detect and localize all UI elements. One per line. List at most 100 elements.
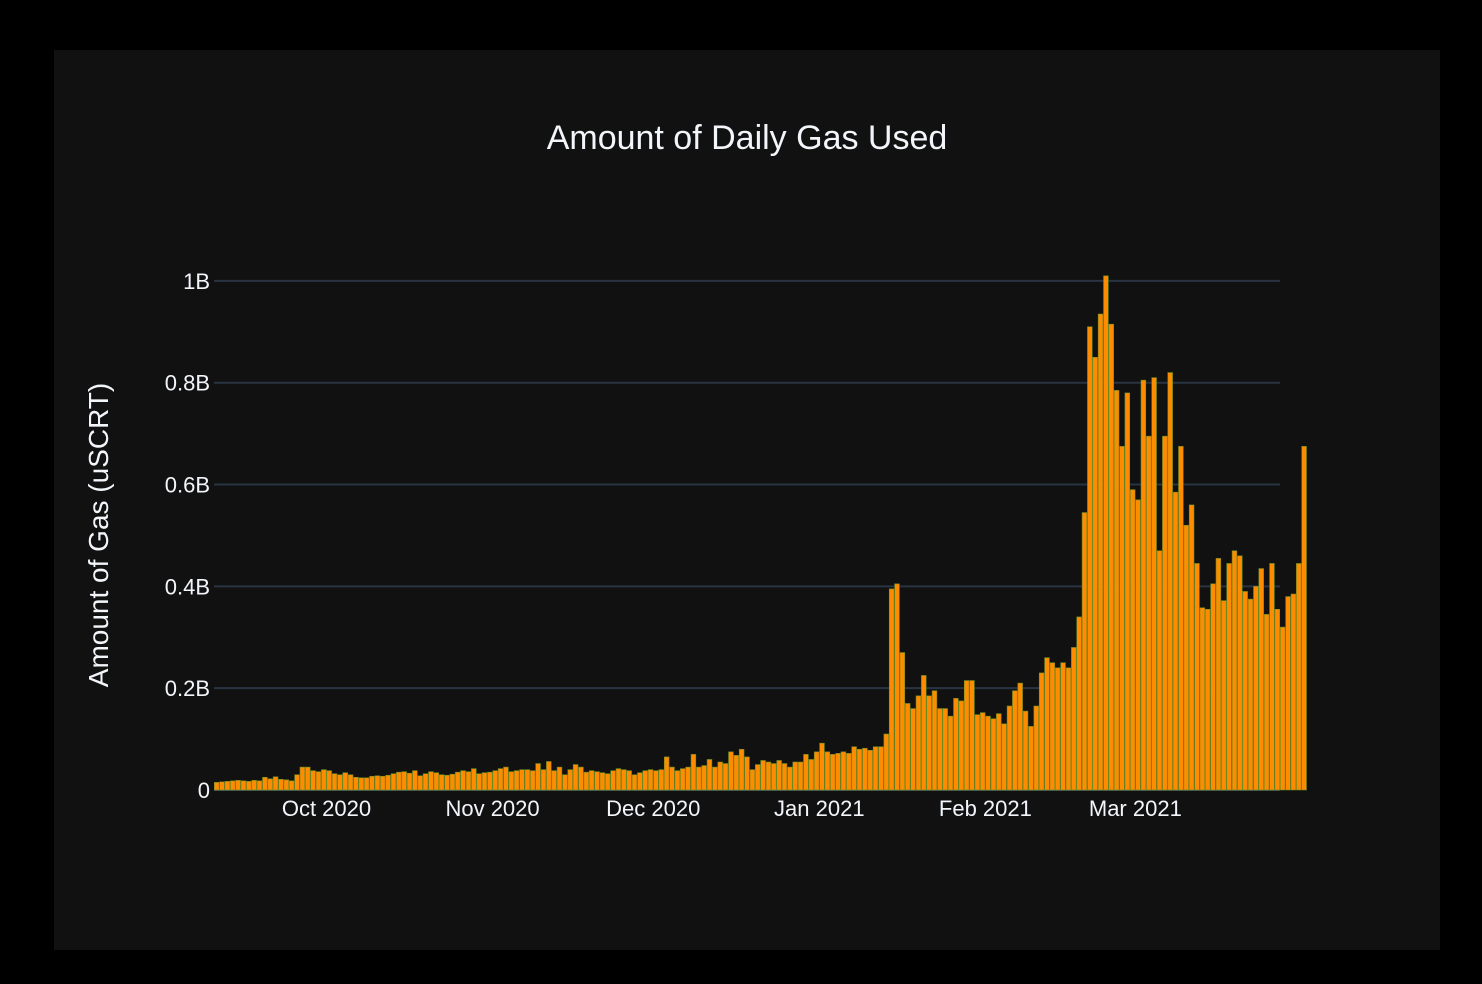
bar: [717, 761, 723, 791]
bar: [519, 769, 525, 791]
bar: [669, 766, 675, 791]
bar: [856, 748, 863, 791]
bar: [417, 775, 423, 791]
bar: [621, 769, 627, 791]
bar: [449, 773, 456, 791]
bar: [1263, 614, 1270, 791]
bar: [771, 763, 777, 791]
bar: [347, 774, 354, 791]
bar: [931, 690, 938, 791]
y-tick-label: 0: [198, 778, 210, 803]
bar: [219, 781, 225, 791]
bar: [690, 754, 697, 791]
bar: [267, 778, 273, 791]
bar: [1247, 598, 1254, 791]
bar: [358, 777, 364, 791]
bar: [883, 733, 889, 791]
bar: [963, 680, 970, 791]
bar: [910, 708, 916, 791]
bar: [1124, 392, 1131, 791]
bar: [1006, 705, 1013, 791]
bar: [824, 751, 831, 791]
bar: [567, 769, 573, 791]
bar: [540, 769, 547, 791]
bar: [937, 708, 943, 791]
bar: [476, 773, 482, 791]
bar: [637, 772, 643, 791]
bar: [781, 763, 788, 791]
bar: [905, 703, 911, 791]
bar: [1055, 667, 1061, 791]
bar: [342, 772, 348, 791]
bar: [765, 761, 772, 791]
bar: [530, 770, 536, 791]
bar: [535, 763, 541, 791]
bar: [760, 760, 766, 791]
bar: [776, 760, 782, 791]
bar: [953, 698, 959, 791]
bar: [422, 773, 429, 791]
bar: [272, 776, 279, 791]
bar: [224, 781, 231, 791]
bar: [980, 712, 986, 791]
bar: [840, 751, 847, 791]
x-tick-label: Jan 2021: [774, 796, 865, 821]
bar: [1242, 591, 1248, 791]
bar: [1167, 372, 1173, 791]
bar: [1065, 667, 1072, 791]
bar: [1296, 563, 1302, 791]
bar: [1130, 489, 1136, 791]
bar: [894, 583, 900, 791]
bar: [1076, 616, 1082, 791]
bar: [1097, 313, 1104, 791]
bar: [1237, 555, 1243, 791]
bar: [1017, 682, 1023, 791]
bar: [926, 695, 932, 791]
x-tick-label: Mar 2021: [1089, 796, 1182, 821]
bar: [487, 771, 493, 791]
bar: [513, 770, 520, 791]
bar: [1221, 600, 1227, 791]
chart-title: Amount of Daily Gas Used: [547, 119, 948, 157]
bar: [288, 780, 295, 791]
bar: [1253, 586, 1259, 791]
bar: [1001, 723, 1007, 791]
bar: [1205, 608, 1211, 791]
bar: [1274, 608, 1280, 791]
bar: [551, 770, 557, 791]
bar: [497, 768, 504, 791]
bar: [846, 753, 852, 791]
bar: [1215, 558, 1222, 791]
bar: [663, 756, 670, 791]
plot-area: 0 0.2B 0.4B 0.6B 0.8B 1B Oct 2020 Nov 2020 Dec …: [54, 50, 1440, 950]
bar: [594, 771, 600, 791]
bar: [1044, 657, 1050, 791]
bar: [974, 714, 981, 791]
bar: [738, 748, 745, 791]
bar: [819, 742, 825, 791]
bar: [733, 755, 739, 791]
bar: [947, 715, 954, 791]
bar: [240, 780, 247, 791]
bar: [701, 765, 707, 791]
x-tick-label: Feb 2021: [939, 796, 1032, 821]
bar: [1012, 690, 1018, 791]
bar: [492, 770, 498, 791]
bar: [1162, 435, 1168, 791]
bar: [1301, 446, 1307, 791]
bar: [1269, 563, 1275, 791]
bar: [722, 763, 729, 791]
bar: [1140, 379, 1147, 791]
bar: [969, 680, 975, 791]
bar: [1172, 491, 1179, 791]
bar: [283, 779, 290, 791]
bar: [363, 777, 370, 791]
bar: [1135, 499, 1141, 791]
bar: [337, 774, 343, 791]
bar: [433, 772, 439, 791]
bar: [235, 780, 241, 791]
bar: [315, 771, 322, 791]
bar: [262, 776, 268, 791]
bar: [755, 764, 761, 791]
bar: [471, 768, 477, 791]
